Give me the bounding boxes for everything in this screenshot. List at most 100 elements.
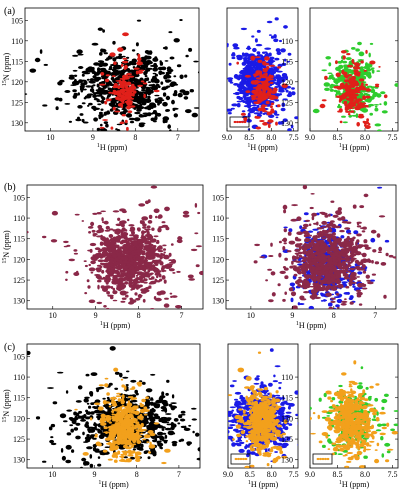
peak xyxy=(156,239,160,244)
peak xyxy=(82,121,89,124)
peak xyxy=(77,92,81,96)
peak xyxy=(131,287,136,290)
peak xyxy=(156,260,162,263)
peak xyxy=(218,107,221,112)
peak xyxy=(140,56,147,62)
peak xyxy=(49,439,54,444)
peak xyxy=(261,104,266,107)
peak xyxy=(335,304,340,308)
peak xyxy=(109,242,116,245)
peak xyxy=(72,54,79,57)
peak xyxy=(132,448,136,451)
peak xyxy=(338,273,342,279)
peak xyxy=(352,285,356,288)
peak xyxy=(242,69,246,73)
peak xyxy=(118,53,122,56)
peak xyxy=(108,68,113,71)
peak xyxy=(210,272,214,275)
peak xyxy=(90,402,95,405)
peak xyxy=(90,260,96,265)
peak xyxy=(290,291,297,297)
peak xyxy=(143,262,149,267)
peak xyxy=(50,442,57,446)
peak xyxy=(77,415,83,419)
peak xyxy=(204,104,206,108)
peak xyxy=(125,384,129,386)
peak xyxy=(341,281,348,284)
peak xyxy=(361,287,368,290)
peak xyxy=(321,279,325,284)
peak xyxy=(191,418,197,421)
peak xyxy=(302,223,309,228)
peak xyxy=(350,82,357,85)
peak xyxy=(75,414,80,417)
peak xyxy=(105,98,112,102)
peak xyxy=(96,83,100,88)
peak xyxy=(27,230,29,234)
peak xyxy=(108,102,114,106)
peak xyxy=(274,17,279,21)
peak xyxy=(109,269,114,273)
peak xyxy=(103,305,107,308)
peak xyxy=(73,80,80,86)
peak xyxy=(127,88,134,91)
peak xyxy=(151,407,155,411)
peak xyxy=(126,263,130,266)
peak xyxy=(347,243,352,247)
peak xyxy=(268,34,272,36)
peak xyxy=(107,408,113,412)
peak xyxy=(52,401,58,405)
peak xyxy=(365,49,368,54)
peak xyxy=(85,424,90,429)
peak xyxy=(360,60,364,64)
peak xyxy=(125,100,129,104)
peak xyxy=(118,246,125,248)
peak xyxy=(262,112,266,115)
peak xyxy=(323,82,330,87)
peak xyxy=(108,271,115,276)
peak xyxy=(298,265,305,269)
peak xyxy=(124,254,132,257)
peak xyxy=(162,92,167,97)
peak xyxy=(85,409,89,413)
peak xyxy=(88,102,93,106)
peak xyxy=(145,233,153,238)
peak xyxy=(152,67,158,72)
peak xyxy=(277,283,281,287)
peak xyxy=(113,261,121,266)
peak xyxy=(278,252,282,258)
peak xyxy=(196,457,200,461)
peak xyxy=(138,203,146,207)
peak xyxy=(283,25,288,29)
peak xyxy=(194,232,199,235)
peak xyxy=(153,208,160,214)
peak xyxy=(321,220,328,225)
peak xyxy=(321,69,328,72)
peak xyxy=(69,74,75,78)
x-tick-label: 8.0 xyxy=(266,133,276,142)
peak xyxy=(81,457,87,462)
peak xyxy=(354,99,360,104)
peak xyxy=(233,46,240,50)
peak xyxy=(132,241,138,246)
peak xyxy=(63,420,68,423)
peak xyxy=(132,272,136,275)
x-tick-label: 9.0 xyxy=(305,133,315,142)
peak xyxy=(224,101,226,103)
peak xyxy=(118,252,122,254)
peak xyxy=(126,126,129,131)
peak xyxy=(79,113,84,116)
peak xyxy=(254,243,260,247)
peak xyxy=(100,81,107,83)
peak xyxy=(43,63,48,66)
peak xyxy=(114,73,121,75)
peak xyxy=(81,102,86,105)
peak xyxy=(151,259,158,263)
peak xyxy=(149,316,154,318)
peak xyxy=(344,267,349,271)
peak xyxy=(343,292,350,295)
peak xyxy=(187,274,194,279)
peak xyxy=(88,405,92,409)
peak xyxy=(106,245,111,248)
